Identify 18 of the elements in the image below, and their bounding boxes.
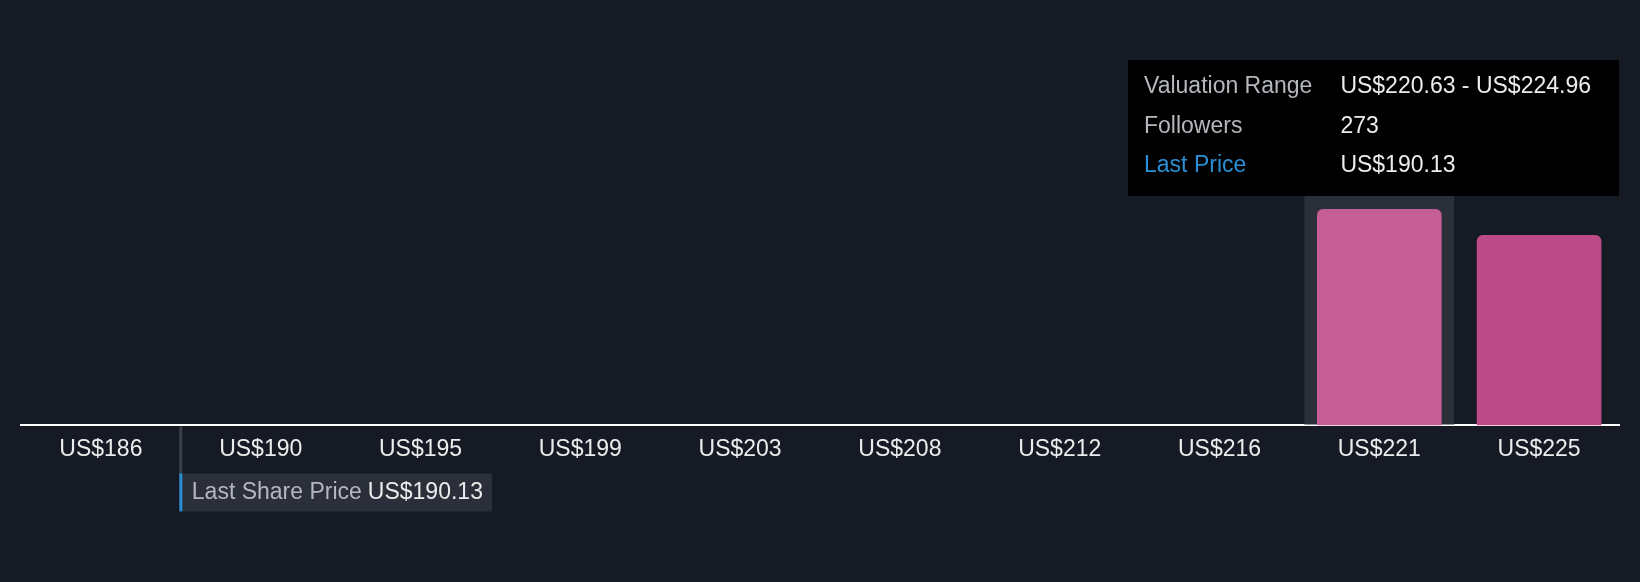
text: Last Share Price <box>191 477 362 504</box>
x-tick-label: US$216 <box>1177 434 1262 461</box>
text: Valuation Range <box>1144 72 1313 99</box>
x-tick-label: US$186 <box>59 434 143 461</box>
x-tick-label: US$208 <box>858 434 942 461</box>
x-tick-label: US$212 <box>1018 434 1102 461</box>
text: Last Price <box>1144 151 1247 178</box>
text: 273 <box>1340 111 1379 138</box>
text: Followers <box>1144 111 1243 138</box>
x-tick-label: US$225 <box>1497 434 1581 461</box>
x-tick-label: US$195 <box>378 434 463 461</box>
text: US$220.63 - US$224.96 <box>1340 72 1592 99</box>
text: US$190.13 <box>367 477 483 504</box>
x-tick-label: US$190 <box>219 434 303 461</box>
x-tick-label: US$221 <box>1337 434 1421 461</box>
text: US$190.13 <box>1340 151 1456 178</box>
x-tick-label: US$203 <box>698 434 782 461</box>
x-tick-label: US$199 <box>538 434 622 461</box>
